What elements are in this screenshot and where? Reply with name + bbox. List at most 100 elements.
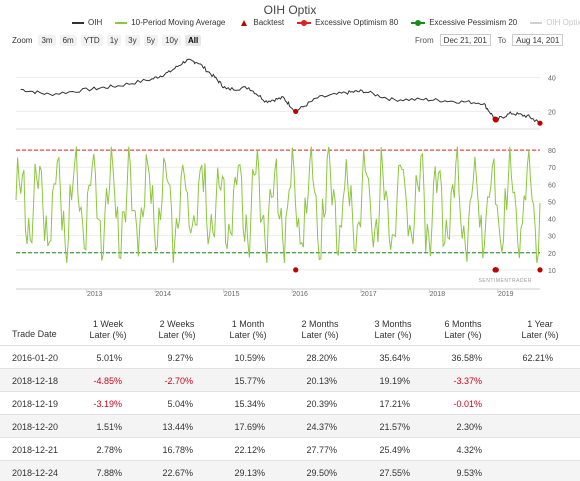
legend-item-backtest[interactable]: Backtest (238, 18, 284, 27)
header-period-1: 1 Week Later (%) (78, 319, 138, 341)
return-cell: 27.77% (306, 445, 337, 455)
trade-date-cell: 2018-12-18 (12, 376, 59, 386)
return-cell: 1.51% (96, 422, 122, 432)
header-line2: Later (%) (374, 330, 412, 340)
upper-y-tick-label: 20 (548, 109, 556, 116)
header-period-2: 2 Weeks Later (%) (147, 319, 207, 341)
return-cell: -4.85% (93, 376, 122, 386)
return-cell: 29.13% (234, 468, 265, 478)
return-cell: 22.12% (234, 445, 265, 455)
zoom-5y-button[interactable]: 5y (143, 35, 159, 46)
return-cell: 15.34% (234, 399, 265, 409)
lower-y-tick-label: 80 (548, 148, 556, 155)
table-row: 2018-12-19 -3.19% 5.04% 15.34% 20.39% 17.21% -… (0, 392, 580, 415)
oih-price-line (20, 58, 541, 124)
header-line1: 2 Months (301, 319, 339, 329)
return-cell: 9.27% (167, 353, 193, 363)
to-date-input[interactable] (512, 34, 564, 46)
return-cell: 20.39% (306, 399, 337, 409)
legend-label: Excessive Pessimism 20 (429, 18, 518, 27)
lower-y-tick-label: 60 (548, 182, 556, 189)
x-axis-tick-label: 2016 (292, 291, 308, 298)
return-cell: 4.32% (456, 445, 482, 455)
backtest-marker-optix (537, 267, 543, 273)
zoom-all-button[interactable]: All (184, 35, 202, 46)
lower-y-tick-label: 10 (548, 268, 556, 275)
legend-item-moving-average[interactable]: 10-Period Moving Average (115, 18, 225, 27)
triangle-icon (241, 19, 248, 26)
lower-y-tick-label: 40 (548, 217, 556, 224)
table-row: 2018-12-18 -4.85% -2.70% 15.77% 20.13% 19.19%… (0, 369, 580, 392)
legend-line-icon (72, 21, 84, 24)
x-axis-tick-label: 2013 (87, 291, 103, 298)
header-period-4: 2 Months Later (%) (290, 319, 350, 341)
header-line1: 3 Months (374, 319, 412, 329)
legend-item-pessimism[interactable]: Excessive Pessimism 20 (411, 18, 517, 27)
legend-item-oih[interactable]: OIH (72, 18, 102, 27)
return-cell: 5.01% (96, 353, 122, 363)
backtest-marker-optix (493, 267, 499, 273)
zoom-label: Zoom (12, 36, 33, 45)
table-row: 2018-12-24 7.88% 22.67% 29.13% 29.50% 27.55% 9… (0, 461, 580, 481)
table-body: 2016-01-20 5.01% 9.27% 10.59% 28.20% 35.64% 36… (0, 346, 580, 481)
header-period-3: 1 Month Later (%) (218, 319, 278, 341)
trade-date-cell: 2018-12-24 (12, 468, 59, 478)
lower-y-tick-label: 30 (548, 234, 556, 241)
backtest-marker-price (293, 108, 299, 115)
from-label: From (415, 35, 434, 45)
legend-item-optimism[interactable]: Excessive Optimism 80 (297, 18, 398, 27)
zoom-controls: Zoom 3m 6m YTD 1y 3y 5y 10y All (12, 35, 205, 46)
header-line1: 2 Weeks (159, 319, 195, 329)
table-row: 2018-12-20 1.51% 13.44% 17.69% 24.37% 21.57% 2… (0, 415, 580, 438)
return-cell: 25.49% (379, 445, 410, 455)
return-cell: 28.20% (306, 353, 337, 363)
chart-title: OIH Optix (263, 3, 317, 17)
return-cell: 17.21% (379, 399, 410, 409)
header-line2: Later (%) (158, 330, 196, 340)
backtest-marker-price (493, 117, 499, 123)
zoom-6m-button[interactable]: 6m (59, 35, 77, 46)
table-header: Trade Date 1 Week Later (%) 2 Weeks Later (%… (0, 313, 580, 346)
legend-line-icon (530, 21, 543, 24)
upper-y-tick-label: 40 (548, 75, 556, 82)
return-cell: 17.69% (234, 422, 265, 432)
header-line2: Later (%) (444, 330, 482, 340)
return-cell: 24.37% (306, 422, 337, 432)
header-line2: Later (%) (521, 330, 559, 340)
header-period-5: 3 Months Later (%) (363, 319, 423, 341)
header-line1: 1 Year (527, 319, 553, 329)
zoom-3y-button[interactable]: 3y (125, 35, 140, 46)
return-cell: 36.58% (451, 353, 482, 363)
return-cell: 20.13% (306, 376, 337, 386)
return-cell: 29.50% (306, 468, 337, 478)
legend-label: Excessive Optimism 80 (315, 18, 399, 27)
return-cell: 22.67% (162, 468, 193, 478)
lower-y-tick-label: 20 (548, 251, 556, 258)
chart-svg: 40 20 80 70 60 50 40 30 20 10 2013 2014 2015 2016 2017… (15, 58, 556, 298)
x-axis-tick-label: 2019 (498, 291, 514, 298)
header-line2: Trade Date (12, 329, 57, 339)
trade-date-cell: 2016-01-20 (12, 353, 59, 363)
return-cell: 27.55% (379, 468, 410, 478)
lower-y-tick-label: 70 (548, 165, 556, 172)
return-cell: 21.57% (379, 422, 410, 432)
header-line1: 1 Week (92, 319, 124, 329)
return-cell: 15.77% (234, 376, 265, 386)
table-row: 2018-12-21 2.78% 16.78% 22.12% 27.77% 25.49% 4… (0, 438, 580, 461)
return-cell: 2.30% (456, 422, 482, 432)
x-axis-tick-label: 2018 (430, 291, 446, 298)
from-date-input[interactable] (439, 34, 491, 46)
header-line2: Later (%) (301, 330, 339, 340)
zoom-10y-button[interactable]: 10y (162, 35, 181, 46)
zoom-ytd-button[interactable]: YTD (80, 35, 103, 46)
legend: OIH 10-Period Moving Average Backtest Ex… (72, 18, 580, 27)
trade-date-cell: 2018-12-21 (12, 445, 59, 455)
header-line1: 1 Month (231, 319, 265, 329)
zoom-1y-button[interactable]: 1y (106, 35, 122, 46)
header-line1: 6 Months (444, 319, 482, 329)
lower-y-tick-label: 50 (548, 199, 556, 206)
backtest-marker-price (537, 120, 543, 126)
zoom-3m-button[interactable]: 3m (38, 35, 56, 46)
return-cell: 5.04% (167, 399, 193, 409)
legend-item-optix[interactable]: OIH Optix (530, 18, 580, 27)
